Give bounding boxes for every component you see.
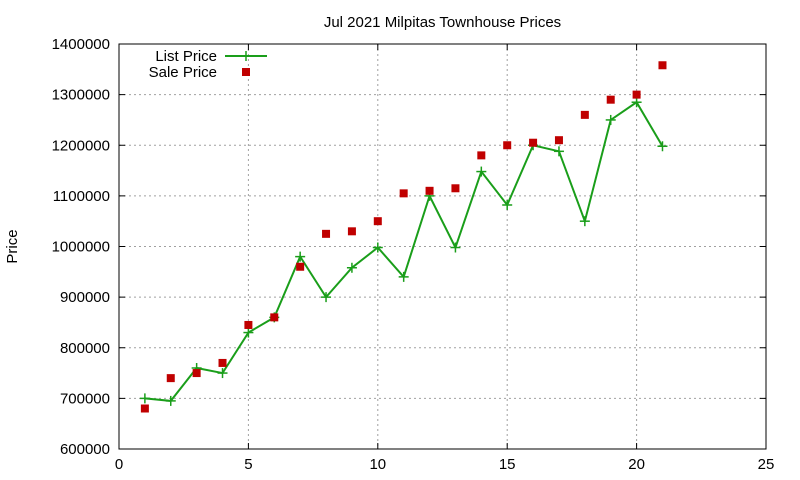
chart-title: Jul 2021 Milpitas Townhouse Prices <box>324 14 561 31</box>
x-tick-label: 10 <box>369 456 386 473</box>
legend-label-list-price: List Price <box>155 48 217 65</box>
y-tick-label: 600000 <box>60 441 110 458</box>
sale-price-point <box>580 110 589 119</box>
legend-swatch-list-price-marker <box>241 51 251 61</box>
list-price-point <box>502 199 513 210</box>
y-tick-label: 1100000 <box>53 188 110 205</box>
y-tick-label: 1300000 <box>52 87 110 104</box>
sale-price-point <box>503 141 512 150</box>
legend-swatches <box>225 51 267 76</box>
sale-price-point <box>192 369 201 378</box>
sale-price-point <box>632 90 641 99</box>
x-tick-label: 15 <box>499 456 516 473</box>
list-price-point <box>579 216 590 227</box>
list-price-point <box>476 166 487 177</box>
y-tick-label: 1400000 <box>52 36 110 53</box>
list-price-point <box>243 327 254 338</box>
x-tick-label: 0 <box>115 456 123 473</box>
list-price-point <box>657 141 668 152</box>
sale-price-point <box>425 186 434 195</box>
legend-label-sale-price: Sale Price <box>149 64 217 81</box>
list-price-point <box>372 242 383 253</box>
x-tick-label: 5 <box>244 456 252 473</box>
list-price-point <box>321 292 332 303</box>
sale-price-point <box>477 151 486 160</box>
list-price-point <box>217 368 228 379</box>
sale-price-point <box>347 227 356 236</box>
sale-price-point <box>606 95 615 104</box>
sale-price-point <box>529 138 538 147</box>
sale-price-point <box>451 184 460 193</box>
list-price-point <box>165 395 176 406</box>
sale-price-point <box>399 189 408 198</box>
grid-layer <box>119 44 766 449</box>
sale-price-point <box>373 217 382 226</box>
sale-price-point <box>218 358 227 367</box>
series-layer <box>139 61 668 413</box>
tick-layer: 0 5 10 15 20 25 600000 700000 800000 900000 100000… <box>52 36 775 473</box>
legend-swatch-sale-price-marker <box>242 68 250 76</box>
list-price-point <box>631 97 642 108</box>
list-price-line <box>144 100 664 402</box>
legend: List Price Sale Price <box>149 48 267 81</box>
list-price-point <box>295 251 306 262</box>
list-price-point <box>553 146 564 157</box>
sale-price-point <box>270 313 279 322</box>
list-price-point <box>605 114 616 125</box>
sale-price-point <box>140 404 149 413</box>
y-tick-label: 1200000 <box>52 137 110 154</box>
sale-price-point <box>554 136 563 145</box>
x-tick-label: 25 <box>758 456 775 473</box>
sale-price-point <box>296 262 305 271</box>
sale-price-point <box>658 61 667 70</box>
y-tick-label: 700000 <box>60 390 110 407</box>
list-price-point <box>450 242 461 253</box>
sale-price-point <box>166 374 175 383</box>
sale-price-point <box>322 229 331 238</box>
y-tick-label: 800000 <box>60 340 110 357</box>
y-tick-label: 900000 <box>60 289 110 306</box>
y-axis-label: Price <box>4 229 21 263</box>
y-tick-label: 1000000 <box>52 239 110 256</box>
list-price-point <box>139 393 150 404</box>
list-price-point <box>398 271 409 282</box>
sale-price-point <box>244 320 253 329</box>
plot-frame <box>118 43 767 450</box>
x-tick-label: 20 <box>628 456 645 473</box>
list-price-point <box>346 262 357 273</box>
